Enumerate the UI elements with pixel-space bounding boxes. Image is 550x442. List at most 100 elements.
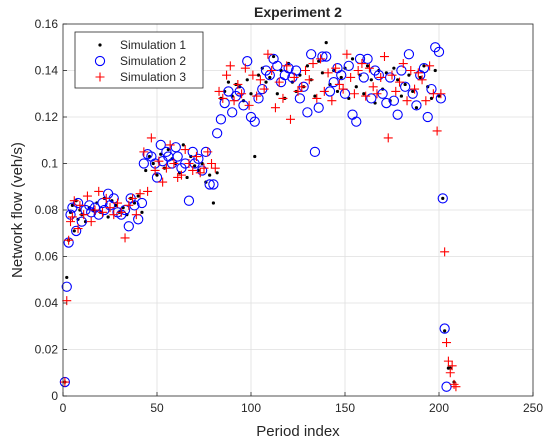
data-point	[226, 80, 231, 84]
data-point	[199, 163, 209, 173]
data-point	[297, 82, 307, 92]
data-point	[229, 96, 239, 106]
data-point	[128, 193, 138, 203]
data-point	[72, 197, 84, 209]
data-point	[211, 201, 215, 205]
legend-marker	[95, 72, 105, 82]
data-point	[90, 205, 100, 215]
data-point	[147, 154, 152, 159]
x-tick-label: 150	[335, 401, 355, 415]
data-point	[312, 93, 322, 103]
y-tick-label: 0.1	[41, 157, 58, 171]
data-point	[362, 92, 366, 96]
data-point	[331, 63, 341, 73]
data-point	[181, 143, 185, 147]
data-point	[237, 89, 247, 99]
data-point	[361, 91, 371, 101]
data-point	[191, 152, 201, 162]
data-point	[155, 139, 166, 151]
data-point	[143, 186, 153, 196]
data-point	[396, 65, 407, 76]
data-point	[443, 329, 447, 333]
data-point	[253, 154, 257, 159]
data-point	[381, 97, 392, 109]
data-point	[357, 59, 367, 69]
data-point	[173, 172, 183, 182]
data-point	[384, 72, 396, 83]
data-point	[388, 95, 400, 106]
data-point	[84, 200, 95, 211]
data-point	[443, 356, 453, 366]
data-point	[214, 86, 224, 96]
data-point	[441, 196, 445, 200]
x-tick-label: 100	[241, 401, 261, 415]
x-tick-label: 200	[429, 401, 449, 415]
data-point	[64, 235, 74, 245]
data-point	[278, 93, 288, 103]
data-point	[372, 89, 382, 99]
axis-ticks: 0 50 100 150 200 250 0 0.02 0.04 0.06 0.08 0.1 0.12 0…	[35, 17, 544, 415]
data-point	[140, 210, 144, 214]
data-point	[233, 79, 243, 89]
data-point	[188, 165, 198, 175]
data-point	[150, 165, 160, 175]
data-point	[425, 61, 435, 71]
data-point	[75, 200, 85, 210]
data-point	[72, 229, 76, 233]
data-point	[255, 75, 265, 85]
data-point	[392, 66, 396, 70]
legend-label: Simulation 3	[120, 70, 186, 84]
data-point	[417, 75, 427, 85]
legend-box	[74, 31, 204, 89]
data-point	[391, 86, 401, 96]
x-tick-label: 0	[60, 401, 67, 415]
legend-marker	[94, 55, 106, 67]
data-point	[62, 296, 72, 306]
data-point	[106, 215, 110, 219]
data-point	[321, 51, 332, 62]
data-point	[244, 100, 254, 110]
data-point	[383, 133, 393, 143]
data-point	[365, 64, 370, 68]
series-3	[60, 49, 461, 392]
legend-label: Simulation 1	[120, 38, 186, 52]
data-point	[155, 173, 159, 177]
data-point	[308, 59, 318, 69]
data-point	[428, 89, 438, 99]
data-point	[196, 165, 208, 176]
data-point	[249, 92, 253, 96]
data-point	[335, 89, 340, 94]
data-point	[222, 70, 232, 80]
data-point	[364, 63, 374, 73]
data-point	[324, 41, 328, 45]
data-point	[433, 46, 445, 58]
data-point	[358, 72, 369, 83]
data-point	[368, 82, 378, 92]
data-point	[338, 84, 348, 94]
data-point	[411, 89, 415, 94]
data-point	[161, 163, 171, 173]
data-point	[180, 145, 190, 155]
data-point	[169, 159, 179, 168]
data-point	[440, 247, 450, 257]
data-point	[289, 72, 299, 82]
data-point	[71, 225, 82, 237]
y-tick-label: 0.08	[35, 203, 59, 217]
data-point	[437, 193, 448, 204]
x-tick-label: 50	[150, 401, 164, 415]
data-point	[154, 156, 164, 166]
y-tick-label: 0	[51, 389, 58, 403]
data-point	[121, 206, 125, 210]
data-point	[183, 195, 195, 206]
data-point	[451, 382, 461, 392]
data-point	[313, 94, 317, 98]
data-point	[166, 147, 170, 152]
data-point	[109, 210, 119, 220]
data-point	[270, 103, 280, 113]
data-point	[369, 78, 373, 82]
data-point	[293, 86, 303, 96]
data-point	[151, 172, 163, 183]
y-tick-label: 0.04	[35, 296, 59, 310]
data-point	[448, 366, 452, 370]
data-point	[339, 75, 343, 80]
